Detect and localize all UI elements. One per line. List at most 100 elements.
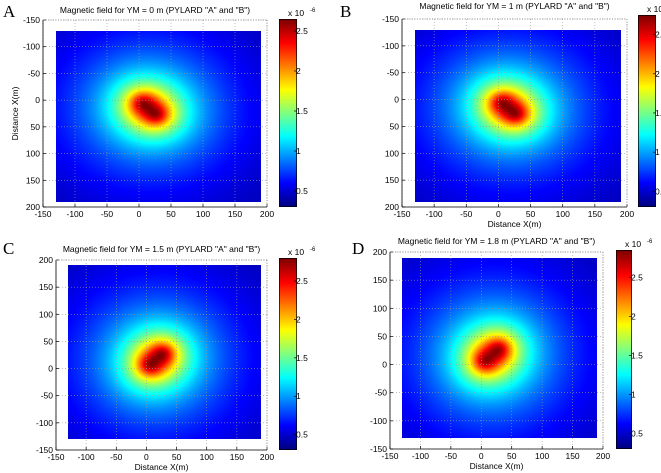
heatmap-d: [402, 258, 597, 438]
colorbar-tick-label: 1: [296, 391, 301, 401]
colorbar-frame: [616, 250, 632, 449]
heatmap-a: [56, 31, 261, 202]
chart-title: Magnetic field for YM = 1 m (PYLARD "A" …: [419, 1, 609, 11]
x-axis-label: Distance X(m): [470, 461, 524, 471]
colorbar-tick-label: 2: [655, 69, 660, 79]
colorbar-exponent: -6: [310, 247, 316, 253]
y-tick-label: 200: [39, 255, 53, 265]
x-tick-label: -50: [460, 209, 473, 219]
x-tick-label: 50: [172, 452, 182, 462]
colorbar-exponent: -6: [310, 8, 316, 14]
x-tick-label: 200: [620, 209, 634, 219]
x-tick-label: -100: [426, 209, 443, 219]
chart-title: Magnetic field for YM = 1.8 m (PYLARD "A…: [398, 236, 596, 246]
panel-letter-b: B: [340, 2, 352, 21]
y-tick-label: -100: [36, 418, 53, 428]
x-tick-label: 0: [496, 209, 501, 219]
x-tick-label: 100: [535, 451, 549, 461]
x-tick-label: 100: [556, 209, 570, 219]
x-tick-label: 100: [196, 209, 210, 219]
colorbar-multiplier: x 10: [288, 247, 304, 257]
colorbar-tick-label: 2.5: [631, 272, 643, 282]
colorbar-tick-label: 1: [655, 147, 660, 157]
colorbar-tick-label: 1: [296, 146, 301, 156]
y-tick-label: -50: [387, 68, 400, 78]
colorbar-d: [616, 250, 632, 449]
colorbar-multiplier: x 10: [288, 8, 304, 18]
x-tick-label: 200: [260, 452, 274, 462]
y-tick-label: -150: [382, 14, 399, 24]
x-tick-label: 150: [228, 209, 242, 219]
colorbar-exponent: -6: [647, 239, 653, 245]
x-tick-label: 200: [596, 451, 610, 461]
x-tick-label: 150: [230, 452, 244, 462]
colorbar-tick-label: 1.5: [631, 350, 643, 360]
y-tick-label: -50: [41, 391, 54, 401]
x-tick-label: -100: [66, 209, 83, 219]
colorbar-tick-label: 1: [631, 389, 636, 399]
y-tick-label: 100: [385, 148, 399, 158]
y-tick-label: -100: [370, 416, 387, 426]
y-tick-label: 100: [26, 149, 40, 159]
colorbar-multiplier: x 10: [647, 4, 661, 14]
x-tick-label: 150: [565, 451, 579, 461]
y-tick-label: 150: [39, 282, 53, 292]
colorbar-tick-label: 2: [631, 311, 636, 321]
x-tick-label: 50: [166, 209, 176, 219]
y-tick-label: 0: [48, 364, 53, 374]
y-tick-label: 50: [390, 121, 400, 131]
heatmap-b: [415, 30, 621, 202]
y-tick-label: 50: [31, 122, 41, 132]
colorbar-multiplier: x 10: [625, 239, 641, 249]
x-tick-label: 150: [588, 209, 602, 219]
chart-title: Magnetic field for YM = 0 m (PYLARD "A" …: [60, 5, 250, 15]
x-tick-label: 200: [260, 209, 274, 219]
y-tick-label: -100: [382, 41, 399, 51]
colorbar-frame: [638, 15, 656, 207]
x-tick-label: 100: [200, 452, 214, 462]
y-tick-label: 0: [382, 360, 387, 370]
x-axis-label: Distance X(m): [488, 219, 542, 229]
y-tick-label: -50: [28, 68, 41, 78]
colorbar-tick-label: 2: [296, 314, 301, 324]
panel-letter-d: D: [352, 239, 365, 258]
y-tick-label: 0: [35, 95, 40, 105]
colorbar-tick-label: 2.5: [296, 26, 308, 36]
colorbar-tick-label: 1.5: [296, 106, 308, 116]
y-tick-label: 50: [44, 336, 54, 346]
colorbar-tick-label: 0.5: [296, 430, 308, 440]
colorbar-tick-label: 1.5: [296, 353, 308, 363]
x-tick-label: -150: [393, 209, 410, 219]
y-tick-label: 100: [373, 303, 387, 313]
colorbar-tick-label: 2: [296, 66, 301, 76]
x-tick-label: 0: [479, 451, 484, 461]
colorbar-b: [638, 15, 656, 207]
colorbar-frame: [279, 19, 297, 207]
y-tick-label: -100: [23, 42, 40, 52]
x-tick-label: -150: [381, 451, 398, 461]
y-tick-label: -150: [370, 444, 387, 454]
colorbar-frame: [279, 258, 297, 450]
x-tick-label: -50: [110, 452, 123, 462]
y-tick-label: -50: [375, 388, 388, 398]
x-tick-label: -100: [78, 452, 95, 462]
x-tick-label: -150: [47, 452, 64, 462]
y-tick-label: 200: [373, 247, 387, 257]
colorbar-tick-label: 0.5: [296, 186, 308, 196]
y-tick-label: 100: [39, 309, 53, 319]
chart-title: Magnetic field for YM = 1.5 m (PYLARD "A…: [63, 244, 261, 254]
colorbar-tick-label: 0.5: [631, 428, 643, 438]
y-tick-label: 200: [385, 202, 399, 212]
colorbar-tick-label: 2.5: [296, 276, 308, 286]
x-tick-label: 0: [137, 209, 142, 219]
y-tick-label: -150: [23, 15, 40, 25]
panel-letter-c: C: [3, 239, 15, 258]
y-tick-label: 0: [394, 95, 399, 105]
colorbar-a: [279, 19, 297, 207]
colorbar-tick-label: 0.5: [655, 186, 661, 196]
colorbar-tick-label: 1.5: [655, 108, 661, 118]
x-tick-label: 50: [526, 209, 536, 219]
x-tick-label: 0: [144, 452, 149, 462]
y-tick-label: 50: [378, 331, 388, 341]
